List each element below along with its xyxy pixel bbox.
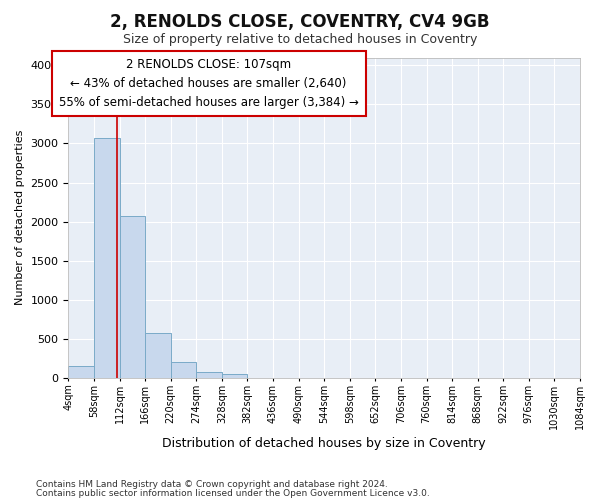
Text: Size of property relative to detached houses in Coventry: Size of property relative to detached ho… [123, 32, 477, 46]
Bar [196, 372, 222, 378]
X-axis label: Distribution of detached houses by size in Coventry: Distribution of detached houses by size … [163, 437, 486, 450]
Bar [171, 362, 196, 378]
Bar [222, 374, 247, 378]
Y-axis label: Number of detached properties: Number of detached properties [15, 130, 25, 306]
Bar [94, 138, 119, 378]
Text: 2, RENOLDS CLOSE, COVENTRY, CV4 9GB: 2, RENOLDS CLOSE, COVENTRY, CV4 9GB [110, 12, 490, 30]
Text: Contains HM Land Registry data © Crown copyright and database right 2024.: Contains HM Land Registry data © Crown c… [36, 480, 388, 489]
Bar [68, 366, 94, 378]
Bar [119, 216, 145, 378]
Text: 2 RENOLDS CLOSE: 107sqm
← 43% of detached houses are smaller (2,640)
55% of semi: 2 RENOLDS CLOSE: 107sqm ← 43% of detache… [59, 58, 359, 109]
Text: Contains public sector information licensed under the Open Government Licence v3: Contains public sector information licen… [36, 489, 430, 498]
Bar [145, 334, 171, 378]
